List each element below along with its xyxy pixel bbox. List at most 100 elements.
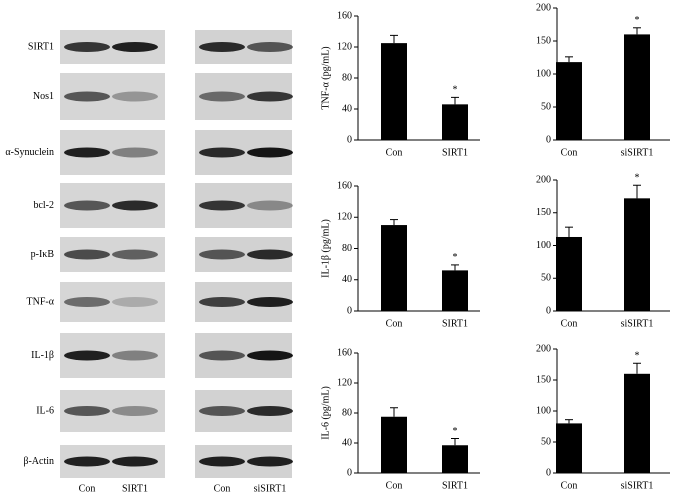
blot-label: α-Synuclein: [5, 147, 54, 158]
x-tick-label: Con: [561, 318, 578, 329]
y-tick-label: 0: [546, 305, 551, 316]
blot-band: [199, 42, 245, 52]
bar: [381, 416, 407, 473]
significance-mark: *: [453, 252, 458, 263]
blot-label: TNF-α: [27, 296, 55, 307]
blot-band: [64, 200, 110, 211]
blot-label: p-IκB: [31, 249, 55, 260]
blot-label: IL-6: [36, 405, 54, 416]
blot-band: [247, 200, 293, 211]
blot-band: [199, 200, 245, 211]
bar: [624, 34, 650, 140]
y-axis-label: IL-1β (pg/mL): [320, 219, 331, 278]
bar: [556, 423, 582, 473]
y-tick-label: 100: [536, 405, 551, 416]
blot-band: [112, 456, 158, 467]
blot-band: [112, 200, 158, 211]
blot-band: [199, 456, 245, 467]
blot-band: [199, 297, 245, 307]
x-tick-label: Con: [386, 318, 403, 329]
blot-band: [112, 297, 158, 307]
blot-band: [64, 249, 110, 260]
lane-label: Con: [214, 483, 231, 494]
bar: [624, 198, 650, 311]
blot-band: [64, 297, 110, 307]
blot-band: [112, 147, 158, 158]
y-tick-label: 80: [342, 72, 352, 83]
bar: [381, 43, 407, 140]
blot-band: [112, 91, 158, 102]
x-tick-label: Con: [386, 480, 403, 491]
blot-band: [199, 147, 245, 158]
bar: [556, 236, 582, 311]
significance-mark: *: [635, 173, 640, 184]
y-tick-label: 200: [536, 343, 551, 354]
bar: [556, 62, 582, 141]
y-tick-label: 150: [536, 374, 551, 385]
x-tick-label: Con: [386, 147, 403, 158]
y-tick-label: 160: [337, 10, 352, 21]
y-tick-label: 160: [337, 347, 352, 358]
blot-band: [247, 42, 293, 52]
bar: [624, 373, 650, 473]
blot-band: [199, 350, 245, 361]
y-tick-label: 150: [536, 35, 551, 46]
x-tick-label: SIRT1: [442, 480, 468, 491]
blot-band: [247, 147, 293, 158]
blot-label: Nos1: [33, 91, 54, 102]
blot-band: [64, 406, 110, 416]
blot-band: [247, 91, 293, 102]
blot-band: [112, 42, 158, 52]
significance-mark: *: [453, 85, 458, 96]
y-tick-label: 100: [536, 240, 551, 251]
blot-band: [247, 350, 293, 361]
x-tick-label: siSIRT1: [621, 318, 654, 329]
blot-label: IL-1β: [31, 350, 54, 361]
blot-band: [247, 297, 293, 307]
blot-band: [64, 350, 110, 361]
y-tick-label: 160: [337, 180, 352, 191]
x-tick-label: Con: [561, 480, 578, 491]
y-tick-label: 0: [347, 467, 352, 478]
blot-label: bcl-2: [33, 200, 54, 211]
x-tick-label: siSIRT1: [621, 147, 654, 158]
blot-label: SIRT1: [28, 41, 54, 52]
y-tick-label: 200: [536, 2, 551, 13]
y-tick-label: 50: [541, 273, 551, 284]
blot-band: [64, 456, 110, 467]
x-tick-label: siSIRT1: [621, 480, 654, 491]
bar: [442, 445, 468, 473]
y-axis-label: IL-6 (pg/mL): [320, 386, 331, 440]
y-tick-label: 80: [342, 407, 352, 418]
blot-label: β-Actin: [23, 456, 54, 467]
blot-band: [247, 406, 293, 416]
blot-band: [199, 91, 245, 102]
x-tick-label: Con: [561, 147, 578, 158]
significance-mark: *: [635, 15, 640, 26]
y-tick-label: 40: [342, 103, 352, 114]
y-tick-label: 120: [337, 41, 352, 52]
y-tick-label: 150: [536, 207, 551, 218]
y-tick-label: 40: [342, 437, 352, 448]
y-tick-label: 0: [546, 134, 551, 145]
blot-band: [64, 42, 110, 52]
significance-mark: *: [453, 426, 458, 437]
y-tick-label: 0: [347, 305, 352, 316]
y-tick-label: 200: [536, 174, 551, 185]
y-tick-label: 120: [337, 377, 352, 388]
bar: [442, 270, 468, 311]
y-tick-label: 80: [342, 243, 352, 254]
lane-label: siSIRT1: [254, 483, 287, 494]
blot-band: [247, 249, 293, 260]
blot-band: [112, 406, 158, 416]
y-tick-label: 0: [347, 134, 352, 145]
blot-band: [112, 249, 158, 260]
y-axis-label: TNF-α (pg/mL): [320, 46, 331, 109]
significance-mark: *: [635, 351, 640, 362]
y-tick-label: 120: [337, 212, 352, 223]
y-tick-label: 100: [536, 68, 551, 79]
x-tick-label: SIRT1: [442, 318, 468, 329]
y-tick-label: 50: [541, 101, 551, 112]
blot-band: [199, 249, 245, 260]
